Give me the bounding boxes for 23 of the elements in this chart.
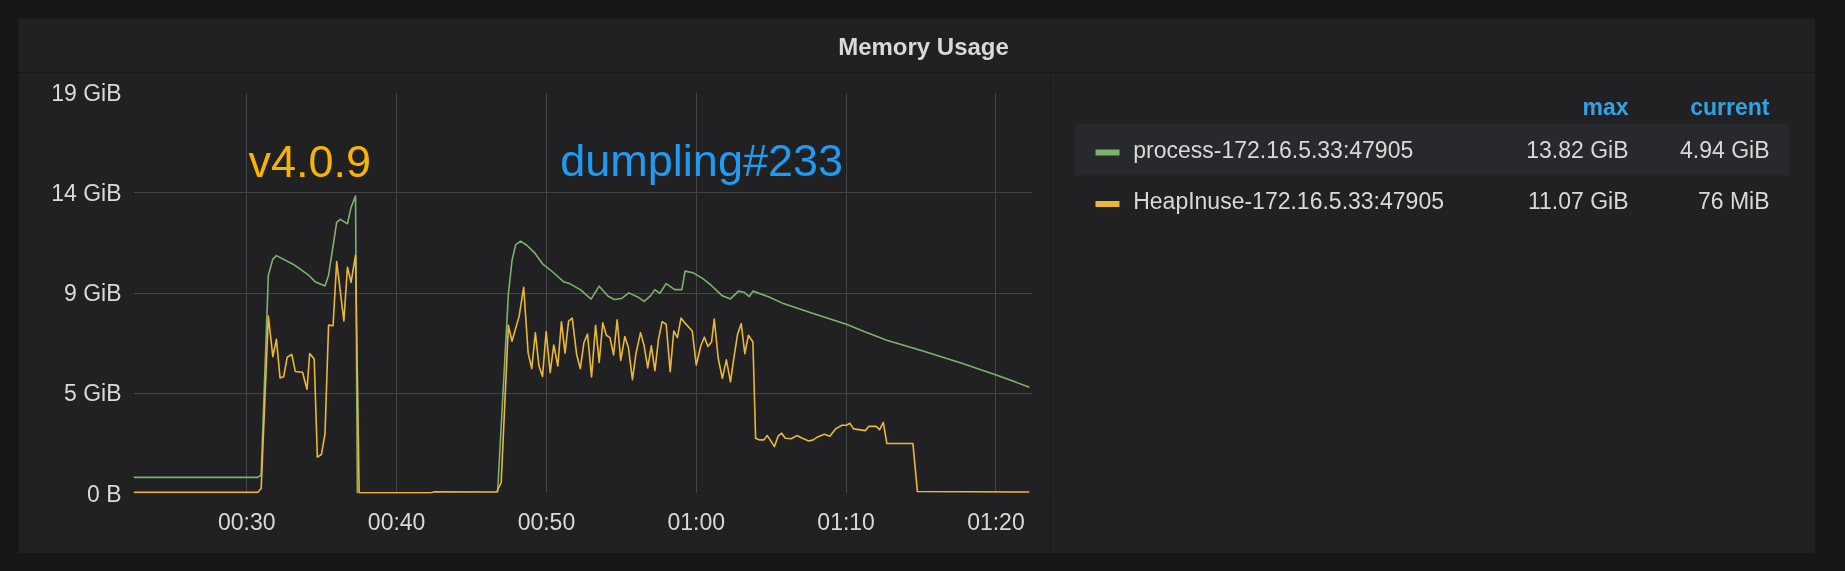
line-series	[133, 254, 1031, 494]
y-tick-label: 14 GiB	[51, 179, 122, 206]
y-tick-label: 9 GiB	[63, 280, 122, 306]
x-tick-label: 01:10	[817, 508, 875, 535]
text: 13.82 GiB	[1526, 136, 1629, 163]
y-tick-label: 0 B	[86, 480, 122, 507]
text: 4.94 GiB	[1680, 136, 1770, 163]
annotation: v4.0.9	[248, 136, 372, 188]
text: 11.07 GiB	[1527, 188, 1629, 215]
x-tick-label: 01:20	[967, 508, 1025, 535]
x-tick-label: 00:30	[218, 508, 276, 535]
y-tick-label: 19 GiB	[51, 79, 122, 106]
text: current	[1690, 93, 1770, 120]
chart-title: Memory Usage	[838, 33, 1009, 60]
legend-label: process-172.16.5.33:47905	[1133, 136, 1414, 163]
legend-label: HeapInuse-172.16.5.33:47905	[1133, 188, 1444, 215]
y-tick-label: 5 GiB	[63, 380, 122, 407]
x-tick-label: 00:50	[517, 508, 576, 535]
text: 76 MiB	[1697, 188, 1770, 215]
text: max	[1582, 93, 1629, 120]
x-tick-label: 01:00	[667, 508, 726, 535]
x-tick-label: 00:40	[367, 508, 426, 535]
annotation: dumpling#233	[560, 135, 844, 187]
